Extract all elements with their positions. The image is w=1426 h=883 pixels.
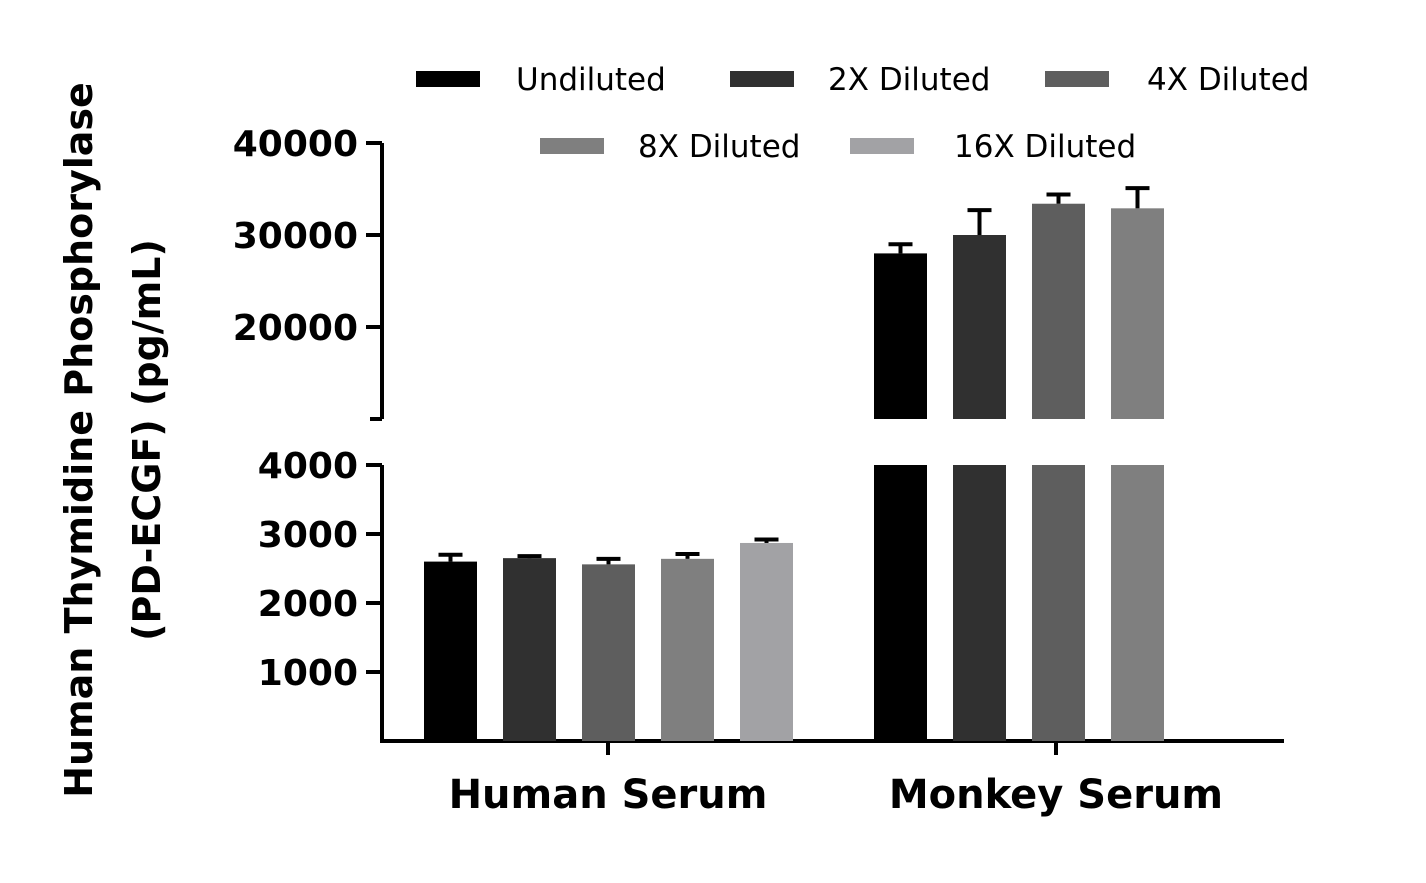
x-categories: Human Serum Monkey Serum — [449, 741, 1223, 818]
bar-1-3-upper — [1111, 208, 1164, 419]
legend-swatch-0 — [416, 71, 480, 87]
error-bars — [438, 186, 1150, 565]
y-tick-label-lower-2: 3000 — [258, 515, 358, 556]
y-axis-label-line-2: (PD-ECGF) (pg/mL) — [125, 239, 169, 641]
bar-1-2-lower — [1032, 465, 1085, 741]
legend-swatch-1 — [730, 71, 794, 87]
legend-label-4: 16X Diluted — [954, 129, 1136, 165]
bar-0-3 — [661, 558, 714, 741]
bar-0-1 — [503, 558, 556, 741]
bar-1-1-lower — [953, 465, 1006, 741]
legend-swatch-4 — [850, 138, 914, 154]
y-ticks: 1000 2000 3000 4000 20000 30000 40000 — [233, 124, 382, 694]
bar-0-4 — [740, 542, 793, 741]
y-tick-label-lower-0: 1000 — [258, 653, 358, 694]
x-category-label-1: Monkey Serum — [889, 772, 1223, 818]
bar-1-2-upper — [1032, 203, 1085, 419]
bar-0-0 — [424, 561, 477, 741]
bar-0-2 — [582, 564, 635, 741]
legend: Undiluted 2X Diluted 4X Diluted 8X Diluted 1… — [416, 62, 1309, 165]
y-tick-label-upper-1: 30000 — [233, 216, 358, 257]
bar-1-1-upper — [953, 235, 1006, 419]
legend-label-2: 4X Diluted — [1147, 62, 1309, 98]
bar-1-0-upper — [874, 253, 927, 419]
y-axis-label-line-1: Human Thymidine Phosphorylase — [57, 82, 101, 798]
bar-1-3-lower — [1111, 465, 1164, 741]
legend-label-3: 8X Diluted — [638, 129, 800, 165]
y-tick-label-upper-0: 20000 — [233, 308, 358, 349]
legend-label-0: Undiluted — [516, 62, 666, 98]
y-tick-label-lower-3: 4000 — [258, 446, 358, 487]
y-tick-label-lower-1: 2000 — [258, 584, 358, 625]
y-axis-label: Human Thymidine Phosphorylase (PD-ECGF) … — [57, 82, 169, 798]
legend-swatch-2 — [1045, 71, 1109, 87]
y-tick-label-upper-2: 40000 — [233, 124, 358, 165]
bar-1-0-lower — [874, 465, 927, 741]
x-category-label-0: Human Serum — [449, 772, 768, 818]
legend-swatch-3 — [540, 138, 604, 154]
legend-label-1: 2X Diluted — [828, 62, 990, 98]
bars — [424, 203, 1164, 741]
